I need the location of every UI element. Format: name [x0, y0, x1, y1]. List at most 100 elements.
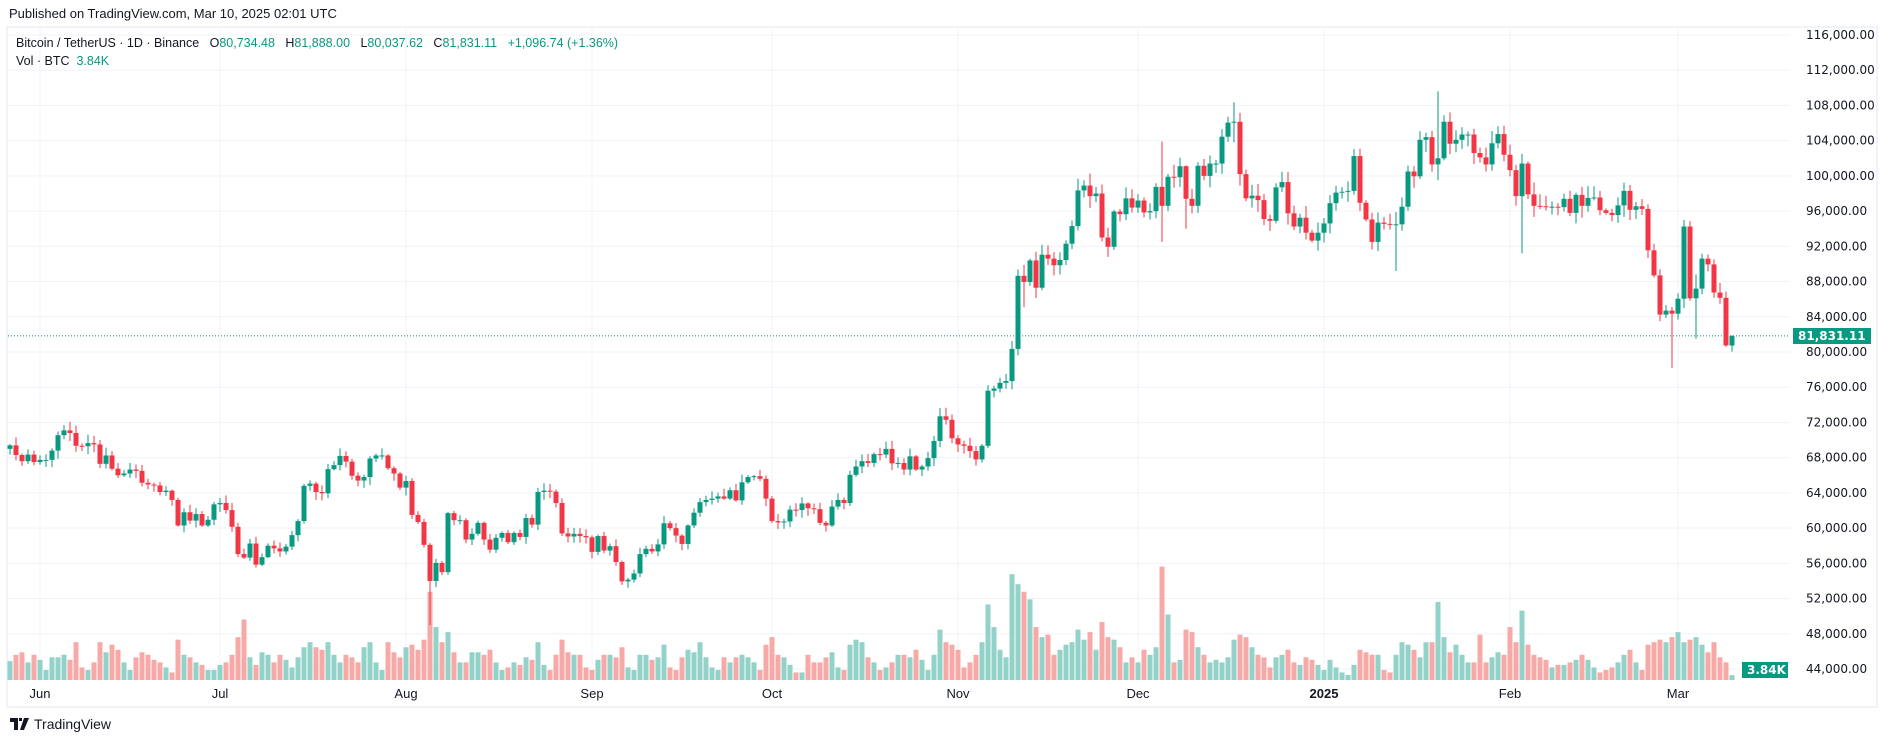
volume-bar [1657, 639, 1663, 680]
candle-body [1189, 198, 1195, 206]
volume-bar [1087, 632, 1093, 680]
volume-bar [1375, 654, 1381, 680]
candle-body [175, 499, 181, 526]
candle-body [217, 503, 223, 505]
volume-bar [1069, 642, 1075, 680]
volume-bar [205, 669, 211, 680]
volume-bar [271, 662, 277, 680]
volume-bar [1705, 652, 1711, 680]
candle-body [1435, 158, 1441, 165]
candle-body [79, 445, 85, 447]
volume-bar [1027, 599, 1033, 680]
volume-bar [19, 652, 25, 680]
candle-body [727, 490, 733, 499]
candle-body [1009, 348, 1015, 382]
candle-body [709, 498, 715, 500]
candle-body [157, 485, 163, 493]
volume-label[interactable]: Vol · BTC [16, 54, 70, 68]
candle-body [811, 508, 817, 510]
volume-bar [925, 669, 931, 680]
volume-bar [1033, 627, 1039, 680]
candle-body [1429, 137, 1435, 165]
candle-body [835, 499, 841, 507]
candle-body [919, 466, 925, 470]
volume-bar [229, 654, 235, 680]
volume-bar [1405, 644, 1411, 680]
candle-body [355, 475, 361, 481]
candle-body [973, 451, 979, 460]
candle-body [1633, 206, 1639, 210]
volume-bar [313, 647, 319, 680]
volume-bar [1495, 652, 1501, 680]
candle-body [1213, 163, 1219, 165]
candle-body [607, 546, 613, 551]
candle-body [1177, 166, 1183, 178]
volume-bar [1423, 642, 1429, 680]
volume-bar [1165, 614, 1171, 680]
candle-body [1345, 190, 1351, 192]
candle-body [1117, 211, 1123, 215]
volume-bar [289, 667, 295, 680]
volume-bar [457, 662, 463, 680]
volume-bar [1111, 639, 1117, 680]
candle-body [265, 545, 271, 558]
candle-body [1651, 250, 1657, 276]
volume-bar [1177, 659, 1183, 680]
candle-body [1327, 203, 1333, 224]
candle-body [1039, 254, 1045, 288]
candle-body [577, 533, 583, 537]
high-value: 81,888.00 [294, 36, 351, 50]
volume-bar [1723, 662, 1729, 680]
candle-body [1453, 139, 1459, 144]
volume-bar [871, 662, 877, 680]
volume-bar [679, 657, 685, 680]
volume-bar [343, 654, 349, 680]
candle-body [1285, 182, 1291, 214]
volume-bar [1567, 662, 1573, 680]
candle-body [397, 473, 403, 488]
tradingview-logo[interactable]: TradingView [10, 716, 111, 732]
volume-bar [949, 644, 955, 680]
volume-bar [1153, 647, 1159, 680]
volume-bar [1249, 647, 1255, 680]
volume-bar [895, 654, 901, 680]
volume-bar [175, 639, 181, 680]
volume-bar [481, 654, 487, 680]
candles [7, 91, 1735, 625]
candle-body [37, 459, 43, 463]
volume-bar [1537, 657, 1543, 680]
candle-body [1093, 193, 1099, 197]
volume-bar [1159, 566, 1165, 680]
volume-bar [1603, 669, 1609, 680]
symbol-title[interactable]: Bitcoin / TetherUS · 1D · Binance [16, 36, 200, 50]
volume-bar [91, 662, 97, 680]
volume-bar [163, 667, 169, 680]
volume-bar [673, 669, 679, 680]
volume-bar [697, 642, 703, 680]
volume-bar [1687, 639, 1693, 680]
volume-bar [1195, 647, 1201, 680]
candle-body [667, 523, 673, 529]
volume-bar [631, 669, 637, 680]
candle-body [103, 455, 109, 464]
candle-body [1321, 223, 1327, 233]
volume-bar [829, 652, 835, 680]
candle-body [151, 484, 157, 486]
volume-bar [247, 657, 253, 680]
volume-bar [787, 664, 793, 680]
candle-body [631, 573, 637, 580]
candle-body [337, 455, 343, 466]
open-label: O [209, 36, 220, 50]
volume-bar [877, 669, 883, 680]
candle-body [913, 456, 919, 470]
time-tick-label: Aug [394, 686, 417, 701]
volume-bar [427, 591, 433, 680]
volume-bar [109, 644, 115, 680]
candle-body [259, 557, 265, 565]
candle-body [115, 468, 121, 476]
candle-body [985, 390, 991, 446]
price-tick-label: 80,000.00 [1806, 345, 1867, 359]
candle-body [13, 445, 19, 456]
volume-bar [901, 654, 907, 680]
